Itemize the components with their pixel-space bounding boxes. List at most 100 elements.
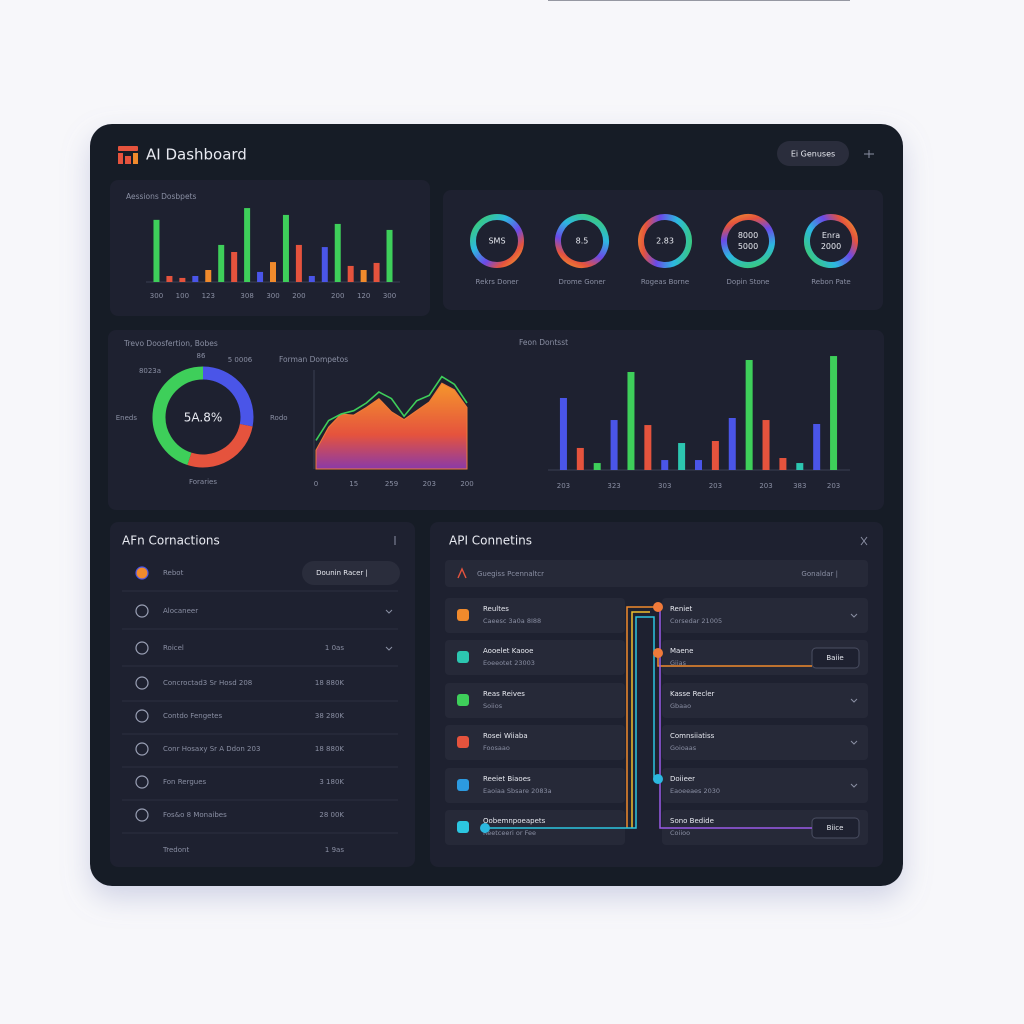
x-tick-label: 15 <box>349 480 358 488</box>
card-sub: Soiios <box>483 702 503 710</box>
card-title: Reeiet Biaoes <box>483 775 531 783</box>
chevron <box>850 783 858 788</box>
pie-segment <box>152 366 204 466</box>
row-button[interactable] <box>302 561 400 585</box>
row-label: Concroctad3 Sr Hosd 208 <box>163 679 252 687</box>
pie-segment <box>187 423 253 468</box>
search-bar[interactable] <box>445 560 868 587</box>
card-button-label[interactable]: Biice <box>827 824 844 832</box>
x-tick-label: 0 <box>314 480 318 488</box>
card <box>445 683 625 718</box>
ring-value: 5000 <box>738 242 758 251</box>
x-tick-label: 300 <box>383 292 396 300</box>
pie-label: Rodo <box>270 414 288 422</box>
bar <box>796 463 804 470</box>
card-sub: Eoeeotet 23003 <box>483 659 535 667</box>
bar <box>347 265 354 282</box>
chart-title: Feon Dontsst <box>519 338 568 347</box>
card-title: Rosei Wiiaba <box>483 732 528 740</box>
x-tick-label: 203 <box>709 482 722 490</box>
annotation: 8023a <box>139 367 161 375</box>
chevron <box>850 613 858 618</box>
ring <box>637 214 692 268</box>
card-icon <box>457 651 469 663</box>
card-sub: Coiioo <box>670 829 690 837</box>
search-text[interactable]: Guegiss Pcennaltcr <box>477 570 544 578</box>
header-button[interactable] <box>777 141 849 166</box>
x-tick-label: 203 <box>423 480 436 488</box>
pie-label: Eneds <box>116 414 138 422</box>
row-icon <box>135 742 149 756</box>
card-title: Comnsiiatiss <box>670 732 715 740</box>
card <box>445 725 625 760</box>
x-tick-label: 300 <box>150 292 163 300</box>
bar <box>192 276 199 282</box>
header-button-label[interactable]: Ei Genuses <box>791 150 835 159</box>
x-tick-label: 203 <box>557 482 570 490</box>
row-icon <box>135 604 149 618</box>
row-label: Fon Rergues <box>163 778 207 786</box>
bar <box>334 223 341 282</box>
card-title: Kasse Recler <box>670 690 715 698</box>
row-icon <box>135 709 149 723</box>
bar <box>282 214 289 282</box>
card-sub: Caeesc 3a0a 8I88 <box>483 617 541 625</box>
bar <box>559 397 567 470</box>
row-button-label[interactable]: Dounin Racer | <box>316 569 368 577</box>
panel <box>108 330 884 510</box>
card-icon <box>457 821 469 833</box>
chevron <box>850 740 858 745</box>
bar <box>593 463 601 470</box>
row-icon <box>135 775 149 789</box>
bar <box>153 219 160 282</box>
bar <box>728 417 736 470</box>
bar <box>360 270 367 282</box>
bar <box>695 460 702 470</box>
bar <box>244 208 251 282</box>
x-tick-label: 323 <box>607 482 620 490</box>
row-value: 3 180K <box>319 778 344 786</box>
ring <box>470 214 524 268</box>
row-label: Roicel <box>163 644 184 652</box>
ring-label: Drome Goner <box>558 278 605 286</box>
panel <box>110 522 415 867</box>
card-button[interactable] <box>811 647 860 669</box>
row-value: 1 9as <box>325 846 344 854</box>
x-tick-label: 120 <box>357 292 370 300</box>
x-tick-label: 303 <box>658 482 671 490</box>
row-label: Fos&o 8 Monaibes <box>163 811 227 819</box>
ring-value: SMS <box>488 237 505 246</box>
bar <box>321 247 328 282</box>
x-tick-label: 200 <box>292 292 305 300</box>
ring-value: Enra <box>822 231 840 240</box>
row-value: 28 00K <box>319 811 344 819</box>
bar <box>678 443 686 470</box>
icon <box>457 567 467 579</box>
chevron <box>385 646 393 651</box>
row-value: 18 880K <box>315 679 344 687</box>
panel <box>443 190 883 310</box>
card-button-label[interactable]: Baiie <box>826 654 843 662</box>
card-title: Doiieer <box>670 775 695 783</box>
card-icon <box>457 609 469 621</box>
card-title: Reniet <box>670 605 693 613</box>
bar <box>179 277 186 282</box>
menu-icon[interactable] <box>864 150 874 158</box>
card-title: Aooelet Kaooe <box>483 647 533 655</box>
chevron <box>850 698 858 703</box>
filter-text[interactable]: Gonaldar | <box>801 570 838 578</box>
row-icon <box>135 566 149 580</box>
card-icon <box>457 736 469 748</box>
bar <box>576 447 584 470</box>
x-tick-label: 308 <box>240 292 253 300</box>
card <box>445 598 625 633</box>
row-value: 1 0as <box>325 644 344 652</box>
bar <box>295 244 302 282</box>
row-label: Rebot <box>163 569 184 577</box>
bar <box>373 262 380 282</box>
chart-title: Trevo Doosfertion, Bobes <box>123 339 218 348</box>
ring <box>555 214 609 268</box>
line <box>315 375 468 441</box>
bar <box>779 458 787 470</box>
